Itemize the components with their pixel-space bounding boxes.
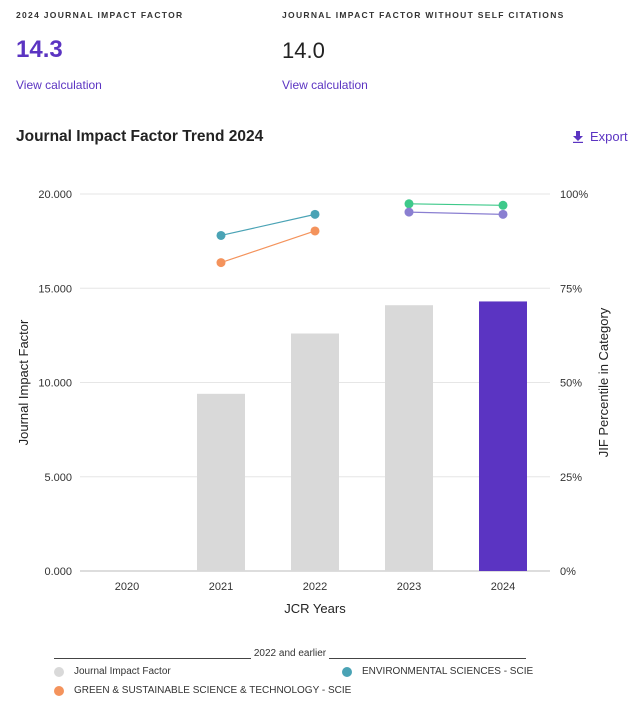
jif-no-self-citations-metric: JOURNAL IMPACT FACTOR WITHOUT SELF CITAT…	[282, 10, 565, 92]
percentile-point-0	[216, 230, 226, 240]
legend-jif-label: Journal Impact Factor	[74, 666, 171, 677]
legend-header: 2022 and earlier	[54, 648, 526, 659]
percentile-point-2	[404, 199, 414, 209]
bar-2021	[197, 393, 245, 571]
jif-no-self-citations-label: JOURNAL IMPACT FACTOR WITHOUT SELF CITAT…	[282, 10, 565, 20]
x-tick-label: 2022	[303, 581, 327, 593]
bar-2022	[291, 333, 339, 571]
percentile-point-3	[498, 209, 508, 219]
jif-metric: 2024 JOURNAL IMPACT FACTOR 14.3 View cal…	[16, 10, 183, 92]
percentile-point-1	[216, 258, 226, 268]
jif-label: 2024 JOURNAL IMPACT FACTOR	[16, 10, 184, 20]
legend-item-jif: Journal Impact Factor	[54, 666, 171, 677]
y2-tick-label: 25%	[560, 472, 582, 484]
x-tick-label: 2021	[209, 581, 233, 593]
x-tick-label: 2020	[115, 581, 139, 593]
legend-jif-swatch	[54, 666, 64, 677]
y2-tick-label: 100%	[560, 189, 588, 201]
y-tick-label: 20.000	[38, 189, 72, 201]
bar-2024	[479, 301, 527, 571]
bar-2023	[385, 305, 433, 571]
legend-item-environmental-sciences: ENVIRONMENTAL SCIENCES - SCIE	[342, 666, 533, 677]
y2-tick-label: 0%	[560, 566, 576, 578]
export-label: Export	[590, 129, 628, 144]
y2-tick-label: 75%	[560, 283, 582, 295]
percentile-point-0	[310, 209, 320, 219]
y-tick-label: 0.000	[44, 566, 72, 578]
percentile-point-1	[310, 226, 320, 236]
download-icon	[573, 130, 583, 143]
jif-trend-chart: 0.000 5.000 10.000 15.000 20.000 0% 25% 50% 75% 1…	[16, 189, 611, 616]
percentile-line-0	[220, 213, 316, 237]
percentile-line-3	[408, 211, 504, 215]
jif-no-self-citations-value: 14.0	[282, 38, 325, 63]
legend-green-sustainable-swatch	[54, 685, 64, 696]
jif-no-self-citations-view-calculation-link[interactable]: View calculation	[282, 78, 368, 92]
x-axis-title: JCR Years	[284, 601, 346, 616]
jif-view-calculation-link[interactable]: View calculation	[16, 78, 102, 92]
percentile-line-1	[220, 230, 316, 264]
percentile-line-2	[408, 203, 504, 206]
y-tick-label: 10.000	[38, 378, 72, 390]
jif-value: 14.3	[16, 36, 63, 63]
y2-axis-title: JIF Percentile in Category	[596, 307, 611, 457]
legend-header-label: 2022 and earlier	[253, 648, 327, 659]
x-tick-label: 2023	[397, 581, 421, 593]
legend-environmental-sciences-label: ENVIRONMENTAL SCIENCES - SCIE	[362, 666, 534, 677]
percentile-point-3	[404, 207, 414, 217]
y-axis-title: Journal Impact Factor	[16, 319, 31, 445]
y-tick-label: 15.000	[38, 283, 72, 295]
trend-title: Journal Impact Factor Trend 2024	[16, 128, 264, 145]
legend-item-green-sustainable: GREEN & SUSTAINABLE SCIENCE & TECHNOLOGY…	[54, 685, 351, 696]
legend-environmental-sciences-swatch	[342, 666, 352, 677]
percentile-point-2	[498, 200, 508, 210]
y-tick-label: 5.000	[44, 472, 72, 484]
y2-tick-label: 50%	[560, 378, 582, 390]
x-tick-label: 2024	[491, 581, 515, 593]
export-button[interactable]: Export	[572, 129, 628, 144]
legend-green-sustainable-label: GREEN & SUSTAINABLE SCIENCE & TECHNOLOGY…	[74, 685, 352, 696]
